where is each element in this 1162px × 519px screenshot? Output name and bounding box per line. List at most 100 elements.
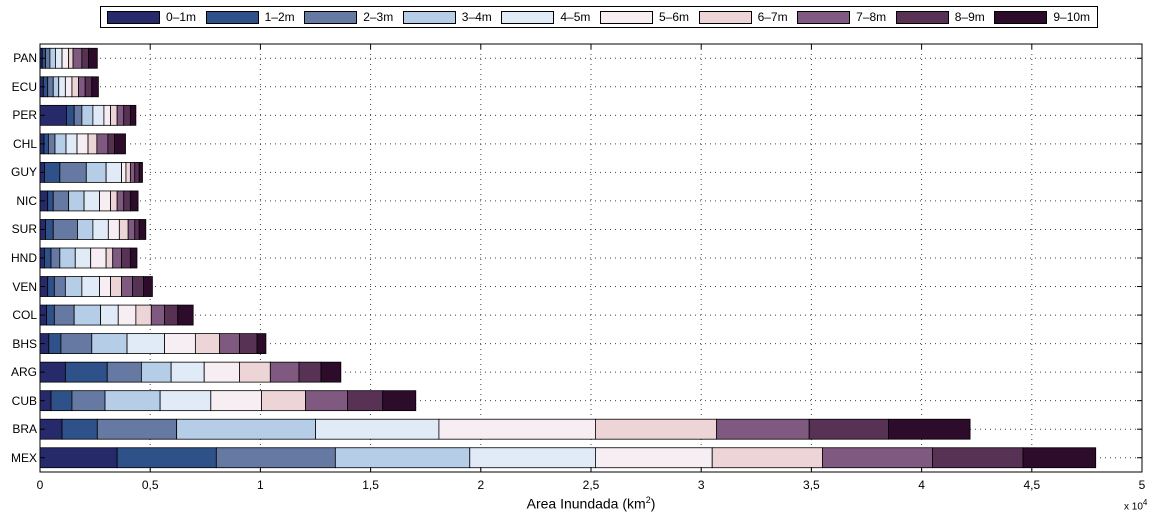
bar-segment [261,390,306,412]
bar-segment [61,418,98,440]
bar-segment [822,447,934,469]
bar-segment [72,47,83,69]
bar-segment [116,104,125,126]
bar-segment [177,304,194,326]
bar-segment [73,104,83,126]
legend-swatch [895,10,949,24]
bar-segment [68,190,85,212]
bar-segment [134,219,140,240]
bar-segment [138,219,147,240]
bar-segment [90,247,107,269]
bar-segment [55,47,63,69]
bar-segment [50,247,61,269]
bar-segment [76,133,89,155]
legend-item: 5–6m [599,10,699,24]
bar-segment [59,247,76,269]
bar-segment [132,276,144,297]
bar-segment [91,76,99,98]
bar-segment [469,447,596,469]
bar-segment [159,390,212,412]
bar-segment [711,447,823,469]
legend-label: 8–9m [954,10,985,24]
legend-label: 3–4m [461,10,492,24]
y-tick-label: ARG [10,365,37,380]
bar-segment [123,104,131,126]
bar-segment [134,162,140,183]
bar-segment [65,133,78,155]
bar-segment [61,47,70,69]
bar-segment [78,76,86,98]
bar-segment [116,447,217,469]
y-tick-label: CUB [11,393,37,408]
legend-item: 9–10m [994,10,1093,24]
bar-segment [269,361,300,383]
bar-segment [126,333,165,354]
bar-segment [53,304,75,326]
bar-segment [64,276,83,297]
x-tick-label: 0,5 [141,478,159,492]
bar-segment [107,219,120,240]
bar-segment [135,304,152,326]
bar-segment [176,418,316,440]
bar-segment [239,361,271,383]
bar-segment [347,390,384,412]
legend-label: 9–10m [1053,10,1091,24]
y-tick-label: NIC [16,193,37,208]
bar-segment [808,418,889,440]
bar-segment [50,390,73,412]
bar-segment [932,447,1024,469]
x-tick-label: 4 [918,478,925,492]
bar-segment [595,447,713,469]
y-tick-label: ECU [11,79,37,94]
legend-item: 1–2m [205,10,305,24]
y-tick-label: BHS [12,336,37,351]
bar-segment [129,247,138,269]
y-tick-label: MEX [10,450,37,465]
legend-label: 6–7m [757,10,788,24]
x-tick-label: 2,5 [582,478,600,492]
bar-segment [83,190,100,212]
bar-segment [239,333,258,354]
bar-segment [88,47,98,69]
legend-swatch [501,10,555,24]
bar-segment [112,247,122,269]
bar-segment [64,361,108,383]
bar-segment [127,219,136,240]
bar-segment [52,76,60,98]
bar-segment [99,276,111,297]
bar-segment [116,190,125,212]
bar-segment [1022,447,1097,469]
bar-segment [888,418,971,440]
bar-segment [44,247,52,269]
legend-label: 4–5m [560,10,591,24]
bar-segment [121,276,133,297]
bar-segment [320,361,342,383]
x-tick-label: 3 [697,478,705,492]
bar-segment [104,390,161,412]
bar-segment [39,447,118,469]
bar-segment [106,361,142,383]
bar-segment [210,390,262,412]
bar-segment [92,104,105,126]
bar-segment [129,104,137,126]
bar-segment [438,418,596,440]
bar-segment [256,333,267,354]
bar-segment [96,133,109,155]
bar-segment [129,190,139,212]
bar-segment [140,361,172,383]
bar-segment [52,219,78,240]
bar-segment [47,133,56,155]
bar-segment [81,104,94,126]
bar-segment [53,276,66,297]
bar-segment [298,361,322,383]
bar-segment [219,333,240,354]
bar-segment [47,76,54,98]
bar-segment [74,247,92,269]
bar-segment [45,219,54,240]
bar-segment [100,304,119,326]
legend-swatch [304,10,358,24]
bar-segment [77,219,94,240]
bar-segment [60,333,93,354]
legend-label: 5–6m [658,10,689,24]
